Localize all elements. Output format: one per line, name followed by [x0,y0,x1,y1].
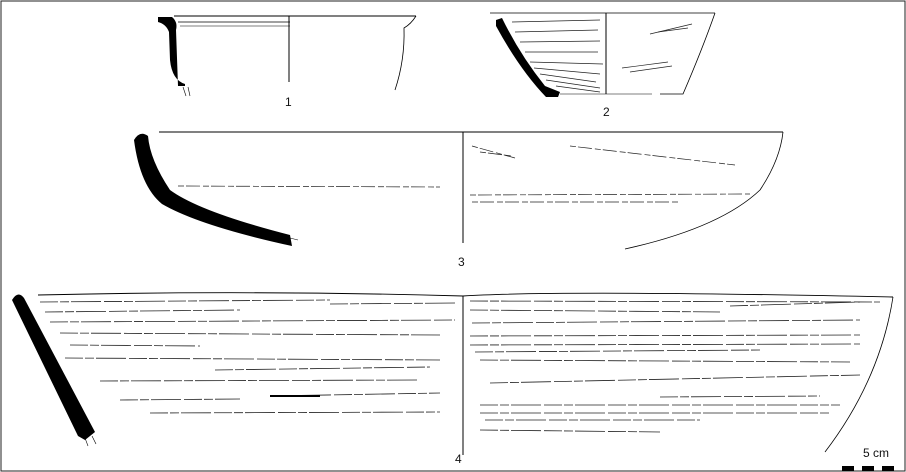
vessel-3-drawing [134,131,784,250]
vessel-2-drawing [490,12,716,97]
vessel-4-surface-striations [39,299,881,433]
vessel-3-exterior-outline [624,131,784,250]
vessel-2-surface-striations [511,19,693,93]
vessel-2-section-profile [496,18,560,97]
vessel-1-section-profile [158,17,185,86]
scale-bar [842,466,894,471]
vessel-4-number: 4 [455,452,462,466]
vessel-2-number: 2 [603,105,610,119]
vessel-4-section-profile [12,294,95,440]
vessel-4-drawing [12,292,894,455]
vessel-3-section-profile [134,133,292,246]
vessel-2-exterior-outline [660,12,716,95]
vessel-1-exterior-outline [394,15,417,91]
vessel-4-exterior-outline [824,296,894,453]
vessel-3-number: 3 [458,255,465,269]
vessel-1-number: 1 [285,95,292,109]
vessel-1-drawing [158,15,417,97]
scale-bar-label: 5 cm [863,446,890,460]
vessel-3-surface-striations [177,145,751,203]
